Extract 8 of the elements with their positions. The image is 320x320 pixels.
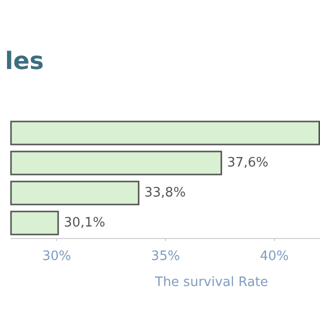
chart-title: les bbox=[5, 47, 44, 75]
x-axis-title: The survival Rate bbox=[154, 275, 268, 290]
data-label: 33,8% bbox=[144, 186, 186, 200]
x-tick-label: 30% bbox=[42, 249, 72, 264]
x-tick-label: 40% bbox=[260, 249, 289, 264]
x-tick-label: 35% bbox=[151, 249, 180, 264]
data-label: 30,1% bbox=[64, 216, 106, 230]
data-label: 37,6% bbox=[227, 156, 268, 170]
